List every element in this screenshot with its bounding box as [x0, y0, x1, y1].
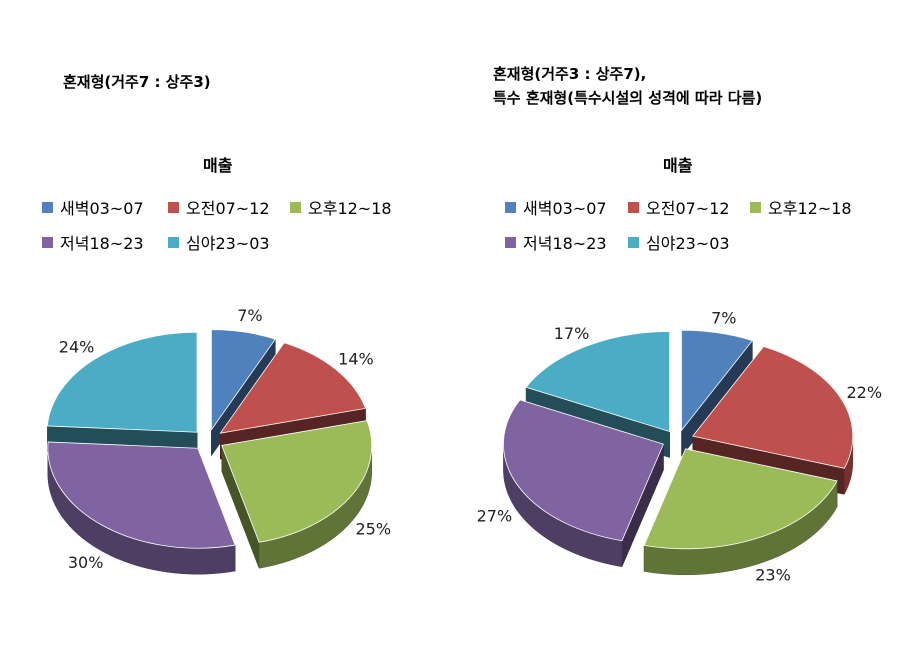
- legend-item: 오후12~18: [750, 195, 852, 219]
- pie-data-label: 7%: [237, 306, 262, 325]
- right-chart-title: 매출: [663, 156, 693, 175]
- legend-swatch: [168, 236, 179, 248]
- legend-item: 오후12~18: [290, 195, 392, 219]
- legend-swatch: [628, 236, 639, 248]
- right-heading-line-2: 특수 혼재형(특수시설의 성격에 따라 다름): [493, 89, 763, 107]
- pie-slice: [692, 345, 854, 495]
- legend-swatch: [42, 201, 53, 213]
- legend-swatch: [42, 236, 53, 248]
- legend-swatch: [505, 201, 516, 213]
- legend-label: 오전07~12: [646, 199, 730, 218]
- pie-slice: [47, 441, 236, 575]
- legend-swatch: [628, 201, 639, 213]
- legend-item: 저녁18~23: [42, 230, 144, 254]
- left-chart-title: 매출: [203, 156, 233, 175]
- pie-data-label: 24%: [59, 338, 95, 357]
- pie-data-label: 17%: [554, 324, 590, 343]
- legend-swatch: [168, 201, 179, 213]
- pie-data-label: 14%: [338, 349, 374, 368]
- right-heading-line-1: 혼재형(거주3 : 상주7),: [493, 65, 647, 83]
- pie-slice: [221, 420, 373, 569]
- pie-data-label: 30%: [68, 553, 104, 572]
- pie-chart-1: 7% 22% 23% 27% 17%: [477, 308, 882, 584]
- pie-data-label: 7%: [711, 308, 736, 327]
- pie-data-label: 27%: [477, 506, 513, 525]
- legend-item: 심야23~03: [628, 230, 730, 254]
- pie-data-label: 23%: [755, 566, 791, 585]
- legend-swatch: [750, 201, 761, 213]
- legend-label: 저녁18~23: [60, 234, 144, 253]
- pie-data-label: 22%: [846, 383, 882, 402]
- legend-label: 심야23~03: [186, 234, 270, 253]
- pie-slice: [503, 399, 664, 568]
- legend-label: 새벽03~07: [523, 199, 607, 218]
- legend-item: 저녁18~23: [505, 230, 607, 254]
- legend-item: 새벽03~07: [505, 195, 607, 219]
- pie-chart-0: 7% 14% 25% 30% 24%: [46, 306, 391, 575]
- legend-label: 오후12~18: [308, 199, 392, 218]
- legend-label: 새벽03~07: [60, 199, 144, 218]
- legend-item: 새벽03~07: [42, 195, 144, 219]
- legend-label: 심야23~03: [646, 234, 730, 253]
- legend-swatch: [290, 201, 301, 213]
- pie-slice: [643, 448, 838, 576]
- right-chart-heading: 혼재형(거주3 : 상주7), 특수 혼재형(특수시설의 성격에 따라 다름): [493, 62, 762, 110]
- pie-data-label: 25%: [355, 520, 391, 539]
- legend-swatch: [505, 236, 516, 248]
- legend-label: 저녁18~23: [523, 234, 607, 253]
- legend-label: 오후12~18: [768, 199, 852, 218]
- legend-item: 오전07~12: [628, 195, 730, 219]
- legend-label: 오전07~12: [186, 199, 270, 218]
- left-chart-heading: 혼재형(거주7 : 상주3): [63, 73, 211, 91]
- legend-item: 오전07~12: [168, 195, 270, 219]
- legend-item: 심야23~03: [168, 230, 270, 254]
